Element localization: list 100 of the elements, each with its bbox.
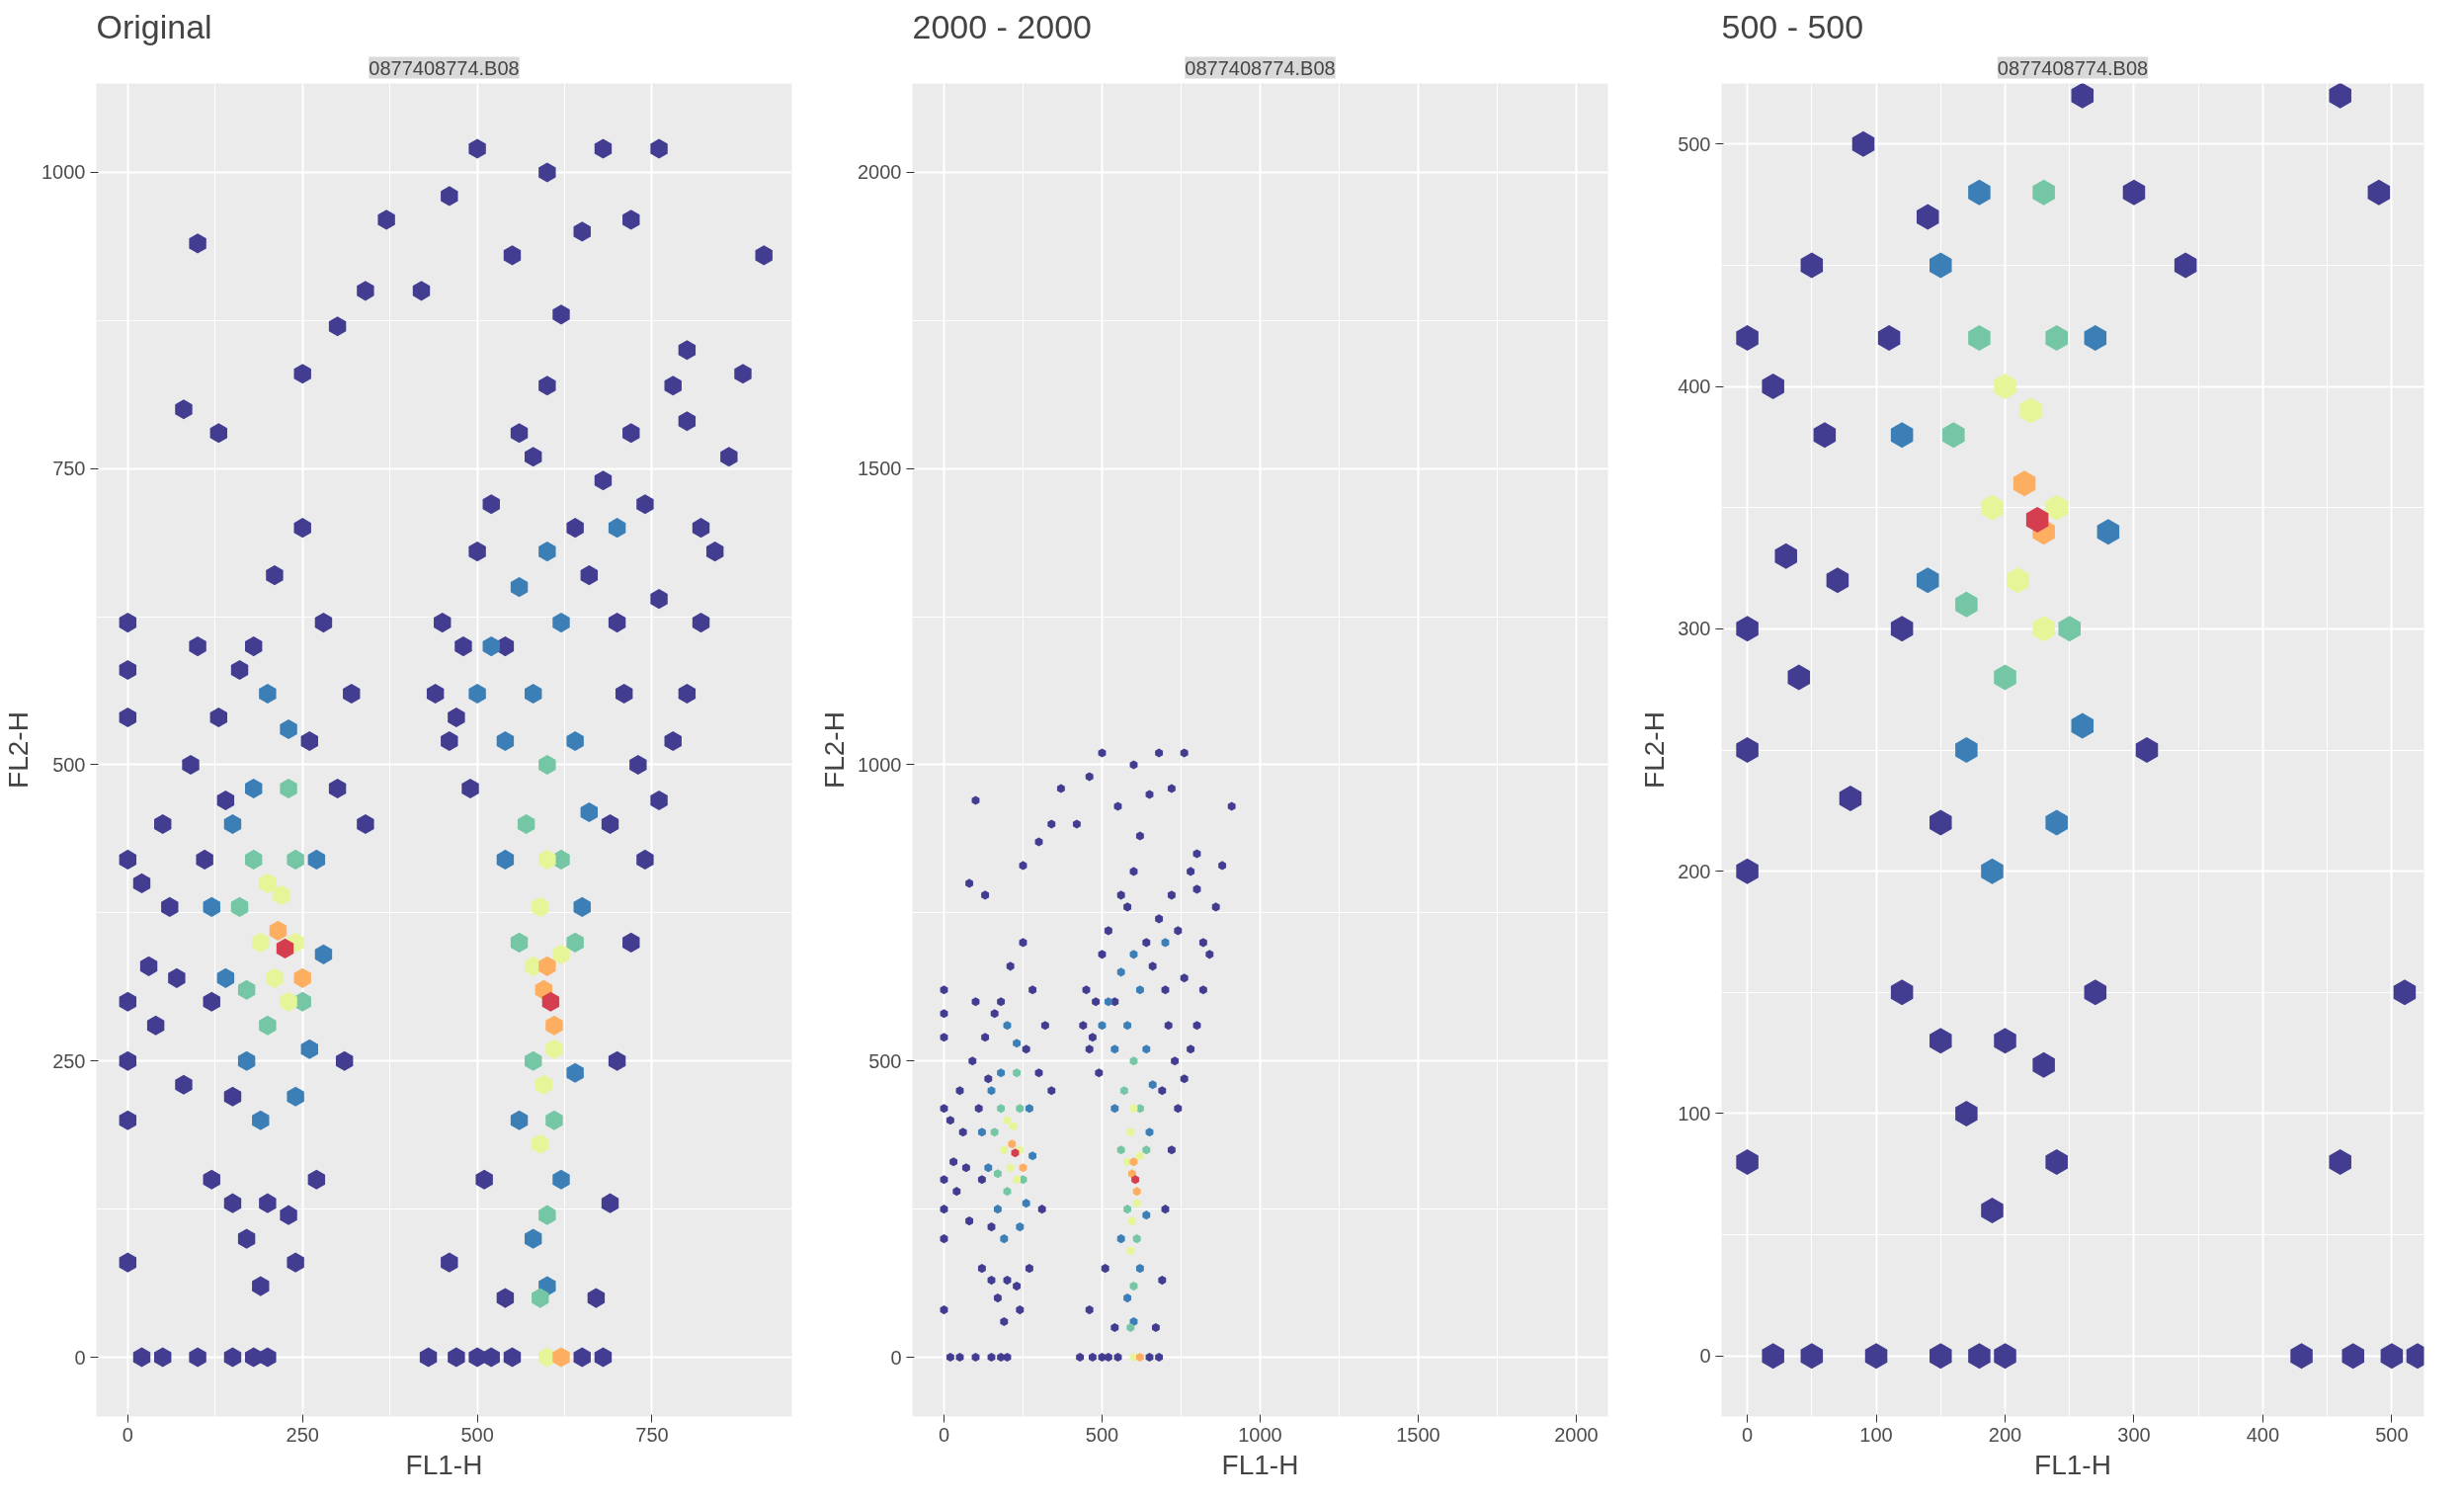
point (532, 1133, 549, 1154)
point (1110, 1044, 1119, 1054)
point (525, 1228, 542, 1249)
point (2071, 83, 2094, 109)
x-axis-title: FL1-H (2034, 1449, 2111, 1480)
point (1930, 1028, 1952, 1054)
point (1890, 979, 1914, 1006)
y-axis-title: FL2-H (1639, 711, 1671, 789)
x-tick-label: 500 (1085, 1423, 1119, 1446)
point (280, 778, 297, 799)
point (1736, 737, 1759, 763)
y-tick-label: 750 (52, 458, 86, 480)
point (2290, 1343, 2313, 1370)
point (566, 932, 584, 953)
point (280, 991, 297, 1012)
point (566, 1062, 584, 1083)
point (541, 991, 560, 1012)
point (2367, 179, 2391, 206)
point (244, 778, 263, 799)
point (1981, 494, 2004, 521)
point (1877, 325, 1901, 352)
point (2058, 616, 2081, 642)
point (1826, 567, 1849, 594)
point (2380, 1343, 2404, 1370)
point (2012, 470, 2036, 497)
x-axis-title: FL1-H (1221, 1449, 1299, 1480)
point (1981, 1198, 2004, 1224)
point (1000, 1145, 1009, 1155)
point (259, 1015, 277, 1036)
point (1135, 985, 1144, 995)
y-tick-label: 250 (52, 1049, 86, 1072)
point (1161, 938, 1170, 948)
y-tick-label: 300 (1678, 618, 1711, 640)
point (1003, 1187, 1012, 1197)
point (1129, 1056, 1138, 1066)
point (1000, 1234, 1009, 1244)
point (1864, 1343, 1888, 1370)
point (1013, 1068, 1022, 1078)
y-axis-title: FL2-H (819, 711, 851, 789)
point (1142, 1145, 1151, 1155)
point (1787, 664, 1811, 691)
point (203, 896, 220, 917)
x-tick-label: 0 (122, 1423, 133, 1446)
point (1994, 374, 2016, 400)
point (1123, 1157, 1132, 1167)
point (1839, 786, 1862, 812)
point (1135, 1151, 1144, 1161)
x-tick-label: 250 (286, 1423, 319, 1446)
point (1916, 567, 1939, 594)
x-tick-label: 100 (1859, 1423, 1893, 1446)
point (1762, 1343, 1784, 1370)
point (287, 849, 304, 870)
point (1132, 1187, 1141, 1197)
point (580, 801, 599, 822)
x-tick-label: 0 (1742, 1423, 1754, 1446)
point (230, 896, 249, 917)
point (990, 1127, 999, 1137)
point (1132, 1199, 1141, 1208)
point (287, 1086, 304, 1107)
point (269, 920, 287, 941)
point (1016, 1222, 1025, 1232)
point (2084, 325, 2107, 352)
y-tick-label: 0 (74, 1346, 86, 1369)
y-tick-label: 0 (890, 1346, 902, 1369)
point (545, 1110, 563, 1130)
point (1129, 1157, 1138, 1167)
point (510, 577, 529, 598)
point (2071, 712, 2094, 739)
point (2122, 179, 2146, 206)
point (2329, 1148, 2351, 1175)
point (1981, 858, 2004, 884)
point (1142, 1210, 1151, 1220)
chart-title: Original (96, 7, 212, 45)
point (552, 613, 570, 633)
point (534, 1074, 553, 1095)
point (525, 683, 542, 705)
point (300, 1039, 318, 1059)
point (1123, 1021, 1132, 1031)
y-tick-label: 1500 (858, 458, 902, 480)
point (1028, 1151, 1037, 1161)
point (1942, 422, 1965, 449)
point (2045, 325, 2068, 352)
point (1930, 1343, 1952, 1370)
point (1126, 1127, 1135, 1137)
point (223, 813, 242, 834)
point (517, 813, 535, 834)
x-tick-label: 500 (460, 1423, 494, 1446)
chart-subtitle: 0877408774.B08 (1185, 56, 1336, 79)
point (977, 1127, 986, 1137)
chart-subtitle: 0877408774.B08 (1997, 56, 2149, 79)
point (1955, 591, 1978, 618)
point (1129, 950, 1138, 959)
point (1148, 1080, 1157, 1090)
y-tick-label: 200 (1678, 860, 1711, 882)
point (538, 754, 556, 776)
chart-title: 2000 - 2000 (912, 7, 1092, 45)
x-tick-label: 1000 (1238, 1423, 1282, 1446)
point (2045, 494, 2068, 521)
point (1736, 858, 1759, 884)
point (538, 849, 556, 870)
